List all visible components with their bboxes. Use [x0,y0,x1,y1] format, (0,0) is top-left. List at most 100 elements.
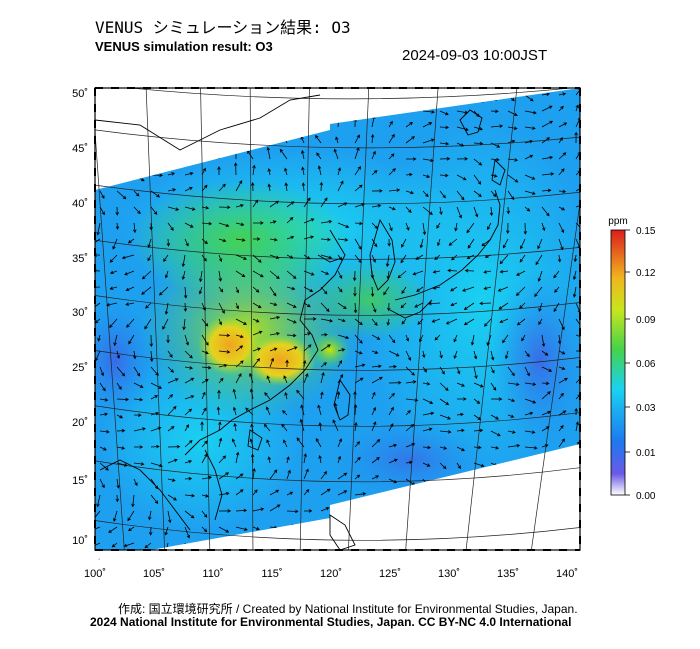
wind-arrow [387,302,391,312]
wind-arrow [164,302,169,315]
wind-arrow [422,382,431,386]
wind-arrow [184,408,193,416]
wind-arrow [434,254,441,261]
wind-arrow [167,478,176,482]
wind-arrow [184,334,190,346]
wind-arrow [252,221,264,225]
wind-arrow [303,332,312,336]
wind-arrow [555,558,560,560]
wind-arrow [150,366,159,376]
wind-arrow [401,286,407,295]
wind-arrow [432,270,441,274]
wind-arrow [184,206,196,211]
wind-arrow [269,270,280,280]
wind-arrow [218,270,223,282]
wind-arrow [334,402,339,416]
lat-label: 35˚ [72,253,88,265]
wind-arrow [558,438,565,448]
wind-arrow [250,453,255,464]
wind-arrow [371,475,380,480]
wind-arrow [201,167,206,176]
wind-arrow [127,510,135,522]
wind-arrow [524,350,530,358]
wind-arrow [116,382,122,390]
wind-arrow [401,318,407,325]
wind-arrow [535,254,543,266]
wind-arrow [320,254,333,260]
wind-arrow [541,444,549,448]
wind-arrow [235,526,248,531]
wind-arrow [541,222,546,232]
wind-arrow [337,374,344,384]
wind-arrow [337,359,342,368]
wind-arrow [235,222,245,227]
wind-arrow [422,110,436,114]
wind-arrow [269,504,281,512]
wind-arrow [497,286,509,292]
wind-arrow [401,238,407,248]
wind-arrow [286,491,294,496]
wind-arrow [218,254,223,263]
wind-arrow [245,407,254,416]
wind-arrow [218,302,225,314]
wind-arrow [354,492,367,496]
wind-arrow [183,286,188,299]
wind-arrow [300,404,305,416]
wind-arrow [198,270,203,283]
wind-arrow [422,206,433,215]
wind-arrow [473,158,483,166]
wind-arrow [507,398,516,403]
wind-arrow [283,375,288,384]
wind-arrow [286,469,291,480]
wind-arrow [558,222,565,234]
wind-arrow [181,254,186,268]
wind-arrow [337,455,342,464]
wind-arrow [201,184,208,192]
wind-arrow [252,254,262,263]
wind-arrow [541,120,554,128]
wind-arrow [303,373,309,384]
wind-arrow [524,430,536,434]
lat-label: 45˚ [72,143,88,155]
longitude-labels: 100˚ 105˚ 110˚ 115˚ 120˚ 125˚ 130˚ 135˚ … [84,568,578,580]
wind-arrow [235,473,244,480]
wind-arrow [490,350,495,361]
wind-arrow [388,423,394,432]
wind-arrow [269,558,279,560]
wind-arrow [184,171,194,176]
wind-arrow [541,410,552,416]
wind-arrow [541,206,550,217]
wind-arrow [301,149,305,160]
wind-arrow [303,197,311,208]
wind-arrow [166,334,170,344]
wind-arrow [131,494,135,508]
wind-arrow [115,222,120,230]
wind-arrow [99,462,109,471]
wind-arrow [337,334,350,340]
wind-arrow [337,238,349,242]
wind-arrow [541,137,551,144]
wind-arrow [266,439,271,448]
wind-arrow [557,334,562,345]
wind-arrow [456,110,469,115]
wind-arrow [371,376,383,384]
wind-arrow [320,219,333,224]
wind-arrow [320,237,331,242]
wind-arrow [148,526,153,536]
wind-arrow [400,302,407,309]
wind-arrow [235,203,244,208]
wind-arrow [439,190,446,199]
wind-arrow [285,359,289,368]
wind-arrow [498,302,509,310]
wind-arrow [557,254,562,263]
wind-arrow [519,302,526,309]
wind-arrow [124,270,135,276]
wind-arrow [524,190,536,195]
wind-arrow [301,182,306,192]
wind-arrow [218,455,227,464]
wind-arrow [286,346,298,352]
wind-arrow [456,428,465,433]
wind-arrow [235,318,247,325]
wind-arrow [337,302,347,310]
wind-arrow [286,216,294,224]
